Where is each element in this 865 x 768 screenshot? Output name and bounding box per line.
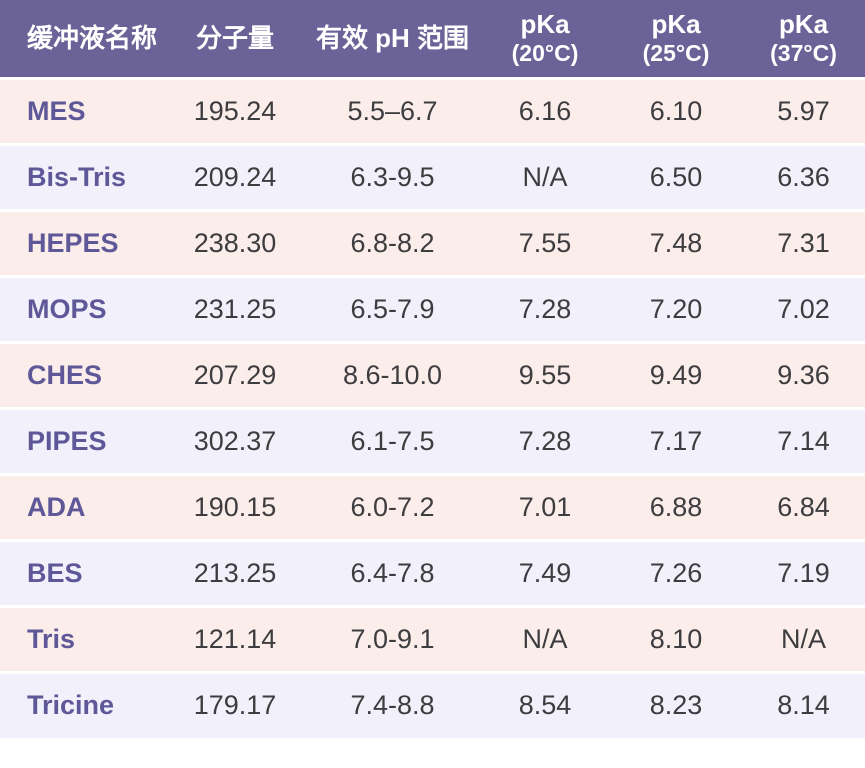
column-header-label: 分子量 [195,22,274,53]
cell-mw: 209.24 [165,142,305,210]
cell-mw: 121.14 [165,604,305,672]
cell-pka_37c: 7.19 [742,538,865,606]
cell-pka_20c: 9.55 [480,340,610,408]
cell-mw: 195.24 [165,76,305,144]
cell-mw: 179.17 [165,670,305,738]
cell-mw: 302.37 [165,406,305,474]
cell-name: Tris [0,604,165,672]
cell-pka_20c: N/A [480,604,610,672]
cell-ph_range: 6.1-7.5 [305,406,480,474]
cell-ph_range: 7.0-9.1 [305,604,480,672]
column-header-sublabel: (37°C) [770,40,837,67]
column-header-sublabel: (25°C) [642,40,710,67]
cell-pka_25c: 8.23 [610,670,742,738]
cell-mw: 238.30 [165,208,305,276]
cell-pka_25c: 9.49 [610,340,742,408]
cell-pka_20c: N/A [480,142,610,210]
table-row: MOPS 231.25 6.5-7.9 7.28 7.20 7.02 [0,274,865,342]
cell-pka_20c: 6.16 [480,76,610,144]
column-header-label: pKa [778,9,829,40]
cell-mw: 190.15 [165,472,305,540]
table-header: 缓冲液名称 分子量 有效 pH 范围 pKa (20°C) pKa (25°C)… [0,0,865,78]
cell-name: BES [0,538,165,606]
column-header-label: pKa [520,9,570,40]
cell-ph_range: 8.6-10.0 [305,340,480,408]
table-row: ADA 190.15 6.0-7.2 7.01 6.88 6.84 [0,472,865,540]
column-header-molecular-weight: 分子量 [165,0,305,78]
cell-ph_range: 7.4-8.8 [305,670,480,738]
table-row: Tricine 179.17 7.4-8.8 8.54 8.23 8.14 [0,670,865,738]
table-row: PIPES 302.37 6.1-7.5 7.28 7.17 7.14 [0,406,865,474]
cell-pka_25c: 6.10 [610,76,742,144]
cell-name: ADA [0,472,165,540]
cell-name: CHES [0,340,165,408]
cell-pka_25c: 7.20 [610,274,742,342]
cell-mw: 207.29 [165,340,305,408]
cell-pka_37c: 6.84 [742,472,865,540]
cell-ph_range: 6.4-7.8 [305,538,480,606]
cell-pka_25c: 6.88 [610,472,742,540]
buffer-table: 缓冲液名称 分子量 有效 pH 范围 pKa (20°C) pKa (25°C)… [0,0,865,738]
cell-pka_20c: 7.55 [480,208,610,276]
cell-ph_range: 6.8-8.2 [305,208,480,276]
cell-pka_25c: 7.48 [610,208,742,276]
cell-pka_25c: 6.50 [610,142,742,210]
cell-pka_37c: 7.14 [742,406,865,474]
cell-pka_20c: 7.49 [480,538,610,606]
cell-name: MES [0,76,165,144]
cell-pka_37c: N/A [742,604,865,672]
table-row: MES 195.24 5.5–6.7 6.16 6.10 5.97 [0,76,865,144]
column-header-ph-range: 有效 pH 范围 [305,0,480,78]
table-body: MES 195.24 5.5–6.7 6.16 6.10 5.97 Bis-Tris 209.… [0,76,865,738]
cell-pka_37c: 7.31 [742,208,865,276]
table-row: Tris 121.14 7.0-9.1 N/A 8.10 N/A [0,604,865,672]
column-header-label: 缓冲液名称 [27,22,158,53]
cell-pka_37c: 8.14 [742,670,865,738]
table-row: BES 213.25 6.4-7.8 7.49 7.26 7.19 [0,538,865,606]
column-header-buffer-name: 缓冲液名称 [0,0,165,78]
cell-ph_range: 6.3-9.5 [305,142,480,210]
cell-ph_range: 6.0-7.2 [305,472,480,540]
cell-ph_range: 5.5–6.7 [305,76,480,144]
cell-name: MOPS [0,274,165,342]
column-header-label: 有效 pH 范围 [315,22,470,53]
cell-pka_20c: 7.28 [480,406,610,474]
column-header-pka-25c: pKa (25°C) [610,0,742,78]
cell-pka_37c: 5.97 [742,76,865,144]
column-header-pka-20c: pKa (20°C) [480,0,610,78]
cell-pka_25c: 7.26 [610,538,742,606]
cell-pka_37c: 7.02 [742,274,865,342]
cell-pka_25c: 7.17 [610,406,742,474]
table-row: CHES 207.29 8.6-10.0 9.55 9.49 9.36 [0,340,865,408]
column-header-label: pKa [651,9,701,40]
column-header-sublabel: (20°C) [511,40,579,67]
table-row: HEPES 238.30 6.8-8.2 7.55 7.48 7.31 [0,208,865,276]
cell-name: PIPES [0,406,165,474]
table-row: Bis-Tris 209.24 6.3-9.5 N/A 6.50 6.36 [0,142,865,210]
cell-pka_20c: 7.01 [480,472,610,540]
header-row: 缓冲液名称 分子量 有效 pH 范围 pKa (20°C) pKa (25°C)… [0,0,865,78]
cell-pka_37c: 6.36 [742,142,865,210]
cell-pka_25c: 8.10 [610,604,742,672]
column-header-pka-37c: pKa (37°C) [742,0,865,78]
cell-mw: 231.25 [165,274,305,342]
cell-name: Tricine [0,670,165,738]
cell-mw: 213.25 [165,538,305,606]
cell-pka_20c: 7.28 [480,274,610,342]
cell-name: HEPES [0,208,165,276]
cell-pka_37c: 9.36 [742,340,865,408]
cell-name: Bis-Tris [0,142,165,210]
cell-ph_range: 6.5-7.9 [305,274,480,342]
cell-pka_20c: 8.54 [480,670,610,738]
